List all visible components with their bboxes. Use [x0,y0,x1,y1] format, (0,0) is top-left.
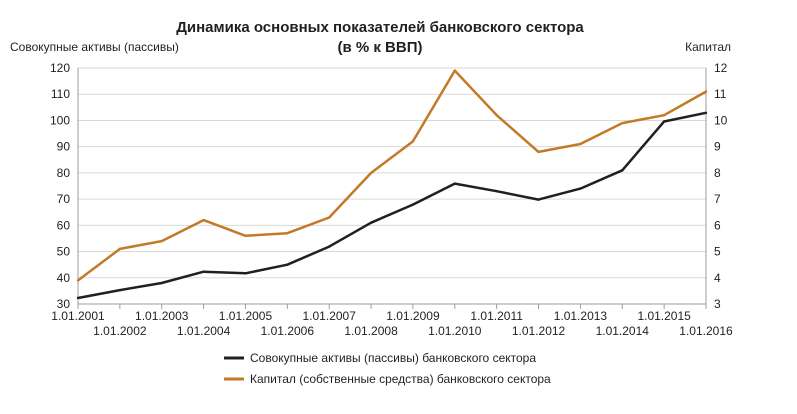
left-tick-label: 40 [57,271,71,285]
data-point [244,234,247,238]
left-tick-label: 60 [57,218,71,232]
data-point [662,120,666,123]
legend: Совокупные активы (пассивы) банковского … [224,351,551,386]
x-tick-label: 1.01.2011 [470,309,523,323]
left-axis-title: Совокупные активы (пассивы) [10,40,179,54]
x-tick-label: 1.01.2012 [512,324,566,338]
legend-label: Совокупные активы (пассивы) банковского … [250,351,536,365]
x-tick-label: 1.01.2002 [93,324,147,338]
x-tick-label: 1.01.2015 [637,309,691,323]
left-tick-label: 110 [51,87,70,101]
left-tick-label: 80 [57,166,71,180]
right-axis-title: Капитал [685,40,731,54]
left-tick-label: 30 [57,297,71,311]
x-tick-label: 1.01.2008 [344,324,398,338]
data-point [202,270,205,273]
tick-labels: 30 40 50 60 70 80 90 100 110 120 3 4 5 6 7 8 9 10 11 12 1.01… [50,61,733,338]
data-point [704,90,708,93]
right-tick-label: 3 [714,297,721,311]
right-tick-label: 7 [714,192,721,206]
data-point [704,111,708,115]
right-tick-label: 9 [714,140,721,154]
right-tick-label: 4 [714,271,721,285]
right-tick-label: 12 [714,61,728,75]
x-tick-label: 1.01.2009 [386,309,440,323]
data-point [411,203,415,206]
data-point [76,279,80,282]
data-point [286,232,289,235]
data-point [328,216,331,219]
x-tick-label: 1.01.2013 [554,309,608,323]
x-tick-label: 1.01.2003 [135,309,189,323]
data-point [537,150,540,154]
right-tick-label: 10 [714,113,728,127]
chart-subtitle: (в % к ВВП) [337,39,422,56]
chart-title: Динамика основных показателей банковског… [176,19,584,36]
right-tick-label: 5 [714,245,721,259]
axes [77,68,707,309]
series-lines [76,69,708,300]
data-point [244,272,247,275]
x-tick-label: 1.01.2006 [261,324,315,338]
data-point [662,114,666,117]
x-tick-label: 1.01.2010 [428,324,482,338]
series-line-2 [77,69,707,282]
gridlines [78,67,706,305]
data-point [369,221,373,224]
data-point [621,121,624,125]
x-tick-label: 1.01.2007 [303,309,357,323]
x-tick-label: 1.01.2001 [51,309,105,323]
x-tick-label: 1.01.2004 [177,324,231,338]
data-point [453,69,456,72]
right-tick-label: 11 [714,87,727,101]
series-line-1 [77,111,707,300]
data-point [160,239,163,243]
data-point [286,263,289,266]
legend-label: Капитал (собственные средства) банковско… [250,372,551,386]
data-point [369,171,373,175]
x-tick-label: 1.01.2016 [679,324,733,338]
data-point [537,198,540,201]
data-point [76,296,80,300]
left-tick-label: 100 [50,113,70,127]
right-tick-label: 8 [714,166,721,180]
data-point [453,182,456,185]
data-point [495,190,498,193]
data-point [411,140,415,143]
data-point [118,288,122,292]
x-tick-label: 1.01.2005 [219,309,273,323]
right-tick-label: 6 [714,218,721,232]
data-point [579,187,582,190]
data-point [579,142,582,146]
data-point [621,169,624,172]
data-point [118,247,122,251]
data-point [328,245,331,248]
x-tick-label: 1.01.2014 [596,324,650,338]
data-point [160,281,163,285]
left-tick-label: 70 [57,192,71,206]
data-point [495,114,498,117]
left-tick-label: 120 [50,61,70,75]
left-tick-label: 90 [57,140,71,154]
left-tick-label: 50 [57,245,71,259]
data-point [202,218,205,222]
